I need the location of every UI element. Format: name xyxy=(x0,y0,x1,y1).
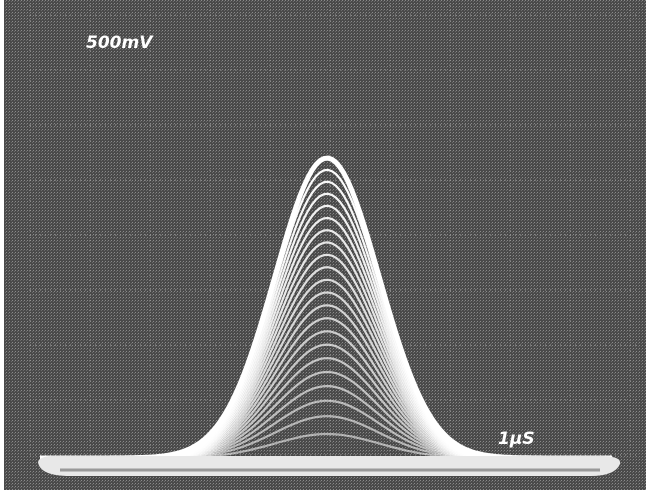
scope-screen: 500mV 1µS xyxy=(0,0,650,495)
page: 500mV 1µS (() => { const data = JSON.par… xyxy=(0,0,650,495)
baseline-band xyxy=(38,456,620,476)
vertical-scale-label: 500mV xyxy=(86,33,154,53)
time-scale-label: 1µS xyxy=(498,429,535,449)
